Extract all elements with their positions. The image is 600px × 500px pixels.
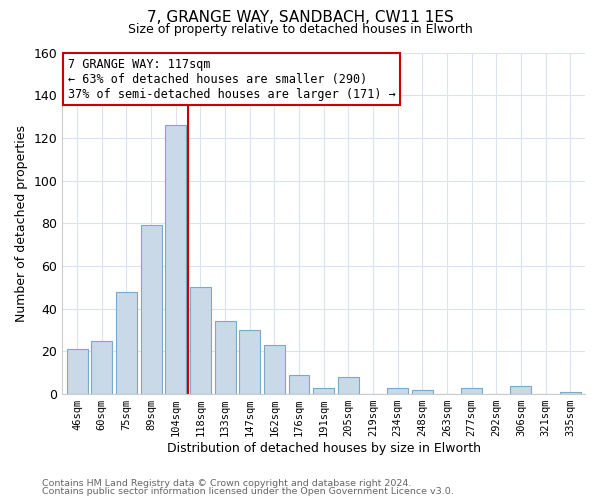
X-axis label: Distribution of detached houses by size in Elworth: Distribution of detached houses by size … xyxy=(167,442,481,455)
Bar xyxy=(116,292,137,394)
Bar xyxy=(165,125,186,394)
Bar xyxy=(264,345,285,394)
Bar xyxy=(239,330,260,394)
Bar xyxy=(190,288,211,394)
Text: Contains HM Land Registry data © Crown copyright and database right 2024.: Contains HM Land Registry data © Crown c… xyxy=(42,478,412,488)
Bar xyxy=(289,375,310,394)
Bar xyxy=(412,390,433,394)
Bar xyxy=(215,322,236,394)
Bar xyxy=(140,226,161,394)
Text: Contains public sector information licensed under the Open Government Licence v3: Contains public sector information licen… xyxy=(42,487,454,496)
Bar xyxy=(387,388,408,394)
Bar xyxy=(338,377,359,394)
Bar xyxy=(91,340,112,394)
Bar xyxy=(511,386,532,394)
Bar xyxy=(461,388,482,394)
Text: Size of property relative to detached houses in Elworth: Size of property relative to detached ho… xyxy=(128,22,472,36)
Text: 7, GRANGE WAY, SANDBACH, CW11 1ES: 7, GRANGE WAY, SANDBACH, CW11 1ES xyxy=(146,10,454,25)
Bar xyxy=(560,392,581,394)
Bar xyxy=(313,388,334,394)
Bar xyxy=(67,350,88,394)
Y-axis label: Number of detached properties: Number of detached properties xyxy=(15,125,28,322)
Text: 7 GRANGE WAY: 117sqm
← 63% of detached houses are smaller (290)
37% of semi-deta: 7 GRANGE WAY: 117sqm ← 63% of detached h… xyxy=(68,58,395,100)
